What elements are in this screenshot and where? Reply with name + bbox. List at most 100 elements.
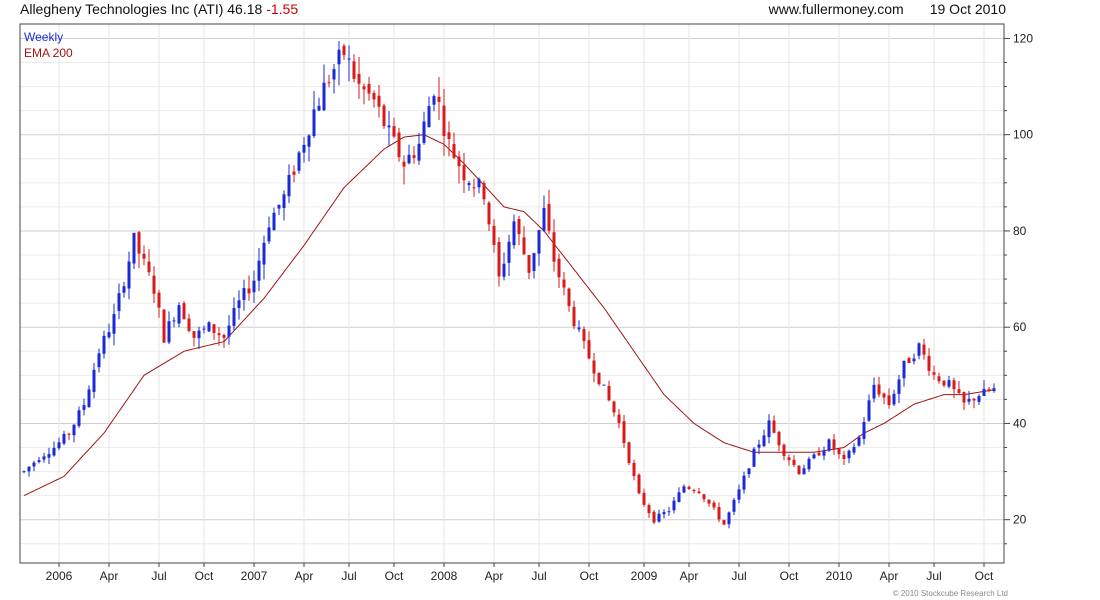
candle-body bbox=[97, 353, 101, 368]
candle-body bbox=[572, 306, 576, 327]
candle-body bbox=[737, 489, 741, 500]
candle-body bbox=[962, 392, 966, 403]
candle-body bbox=[387, 125, 391, 128]
candle-body bbox=[362, 86, 366, 90]
candle-body bbox=[807, 458, 811, 470]
candle-body bbox=[782, 444, 786, 456]
candle-body bbox=[927, 355, 931, 371]
x-tick-label: 2010 bbox=[826, 569, 853, 583]
x-tick-label: Jul bbox=[151, 569, 166, 583]
candle-body bbox=[907, 358, 911, 363]
candle-body bbox=[917, 343, 921, 356]
candle-body bbox=[632, 462, 636, 476]
price-change: -1.55 bbox=[266, 1, 299, 17]
candle-body bbox=[92, 369, 96, 392]
candle-body bbox=[607, 385, 611, 401]
candle-body bbox=[577, 327, 581, 330]
candle-body bbox=[992, 388, 996, 392]
candle-body bbox=[742, 475, 746, 490]
candle-body bbox=[57, 442, 61, 449]
candle-body bbox=[337, 49, 341, 65]
candle-body bbox=[422, 121, 426, 143]
candle-body bbox=[382, 105, 386, 127]
x-tick-label: Oct bbox=[580, 569, 599, 583]
candle-body bbox=[937, 376, 941, 382]
candle-body bbox=[527, 254, 531, 273]
candle-body bbox=[887, 395, 891, 406]
candle-body bbox=[357, 73, 361, 84]
candle-body bbox=[872, 384, 876, 399]
candle-body bbox=[452, 143, 456, 158]
candle-body bbox=[647, 505, 651, 514]
candle-body bbox=[202, 328, 206, 330]
candle-body bbox=[272, 212, 276, 231]
candle-body bbox=[447, 132, 451, 139]
candle-body bbox=[582, 329, 586, 341]
candle-body bbox=[392, 126, 396, 137]
candle-body bbox=[407, 154, 411, 164]
candle-body bbox=[497, 242, 501, 277]
candle-body bbox=[297, 152, 301, 171]
candle-body bbox=[277, 205, 281, 209]
candle-body bbox=[697, 491, 701, 494]
candle-body bbox=[327, 82, 331, 84]
candle-body bbox=[372, 92, 376, 100]
candle-body bbox=[687, 486, 691, 490]
candle-body bbox=[437, 96, 441, 102]
x-tick-label: Apr bbox=[680, 569, 699, 583]
candle-body bbox=[977, 396, 981, 402]
candle-body bbox=[352, 61, 356, 79]
candle-body bbox=[612, 401, 616, 413]
candle-body bbox=[542, 208, 546, 231]
candle-body bbox=[207, 322, 211, 332]
candle-body bbox=[377, 95, 381, 107]
candle-body bbox=[587, 340, 591, 359]
copyright: © 2010 Stockcube Research Ltd bbox=[892, 589, 1008, 598]
candle-body bbox=[787, 457, 791, 461]
company-name: Allegheny Technologies Inc (ATI) bbox=[20, 1, 224, 17]
candle-body bbox=[467, 183, 471, 186]
candle-body bbox=[602, 384, 606, 386]
candle-body bbox=[747, 468, 751, 475]
candle-body bbox=[172, 320, 176, 322]
x-tick-label: Oct bbox=[780, 569, 799, 583]
candle-body bbox=[192, 331, 196, 338]
candle-body bbox=[307, 135, 311, 147]
candle-body bbox=[167, 321, 171, 343]
candle-body bbox=[547, 204, 551, 231]
candle-body bbox=[837, 448, 841, 455]
website-link[interactable]: www.fullermoney.com bbox=[768, 1, 904, 17]
candle-body bbox=[322, 82, 326, 111]
header-title: Allegheny Technologies Inc (ATI) 46.18 -… bbox=[20, 1, 298, 17]
x-tick-label: 2006 bbox=[46, 569, 73, 583]
candle-body bbox=[627, 442, 631, 463]
candle-body bbox=[877, 384, 881, 395]
x-tick-label: 2009 bbox=[631, 569, 658, 583]
candle-body bbox=[897, 379, 901, 394]
candle-body bbox=[617, 414, 621, 423]
candle-body bbox=[842, 454, 846, 459]
candle-body bbox=[847, 450, 851, 459]
candle-body bbox=[502, 263, 506, 277]
candle-body bbox=[982, 388, 986, 396]
x-tick-label: Jul bbox=[341, 569, 356, 583]
candle-body bbox=[417, 143, 421, 161]
candle-body bbox=[597, 372, 601, 385]
candle-body bbox=[117, 293, 121, 311]
candle-body bbox=[77, 410, 81, 426]
candle-body bbox=[592, 360, 596, 374]
candle-body bbox=[457, 156, 461, 167]
last-price: 46.18 bbox=[227, 1, 263, 17]
candle-body bbox=[762, 435, 766, 447]
candle-body bbox=[487, 202, 491, 225]
candle-body bbox=[282, 194, 286, 208]
candle-body bbox=[932, 372, 936, 375]
candle-body bbox=[217, 333, 221, 336]
candle-body bbox=[147, 261, 151, 273]
x-tick-label: 2007 bbox=[241, 569, 268, 583]
y-tick-label: 120 bbox=[1013, 31, 1033, 45]
candle-body bbox=[772, 420, 776, 433]
candle-body bbox=[242, 288, 246, 300]
candle-body bbox=[412, 155, 416, 158]
